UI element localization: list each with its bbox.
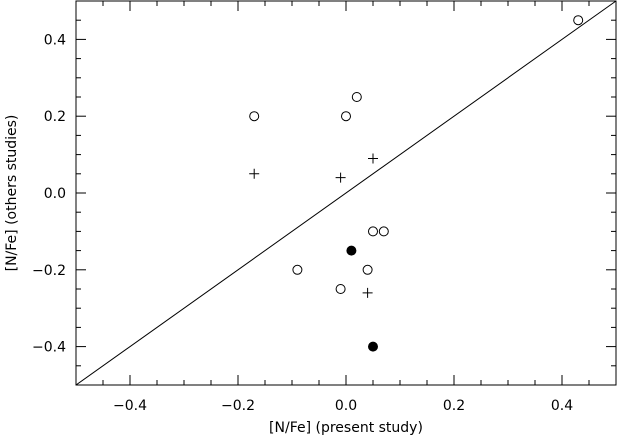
x-tick-label: −0.4 [113,398,147,414]
x-tick-label: 0.2 [443,398,465,414]
identity-line [75,0,617,386]
y-tick-label: 0.0 [44,186,66,202]
y-axis-title: [N/Fe] (others studies) [4,115,20,272]
y-tick-label: −0.2 [32,263,66,279]
filled-circle-point [346,245,357,256]
plus-point [362,287,373,298]
open-circle-point [351,92,362,102]
plus-point [335,172,346,183]
open-circle-point [368,226,378,237]
plus-point [368,153,378,164]
x-tick-label: 0.4 [551,398,573,414]
y-ticks: −0.4 −0.2 0.0 0.2 0.4 [32,19,616,367]
x-tick-label: 0.0 [335,398,357,414]
open-circle-point [362,264,373,275]
open-circle-point [335,284,346,294]
open-circle-point [378,226,389,237]
reference-line-layer [75,0,617,386]
plus-point [249,168,260,179]
filled-circle-point [368,341,378,352]
x-tick-label: −0.2 [221,398,255,414]
open-circle-point [341,111,351,122]
open-circle-point [292,264,303,275]
open-circle-point [249,111,260,122]
y-tick-label: −0.4 [32,340,66,356]
open-circle-point [573,15,584,26]
y-tick-label: 0.2 [44,109,66,125]
data-points [249,15,584,352]
y-tick-label: 0.4 [44,32,66,48]
x-ticks: −0.4 −0.2 0.0 0.2 0.4 [102,1,590,414]
x-axis-title: [N/Fe] (present study) [269,420,423,436]
